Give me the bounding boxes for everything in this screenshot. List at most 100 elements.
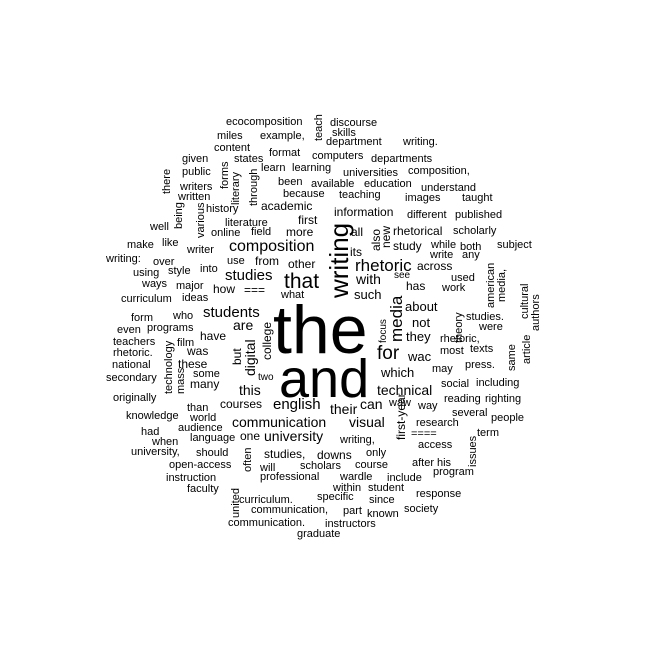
cloud-word: wac <box>407 349 432 364</box>
cloud-word: mass <box>175 367 187 394</box>
cloud-word: what <box>280 289 304 301</box>
cloud-word: also <box>369 229 383 251</box>
cloud-word: audience <box>178 422 223 434</box>
cloud-word: one <box>240 429 260 443</box>
cloud-word: curriculum <box>121 293 172 305</box>
cloud-word: written <box>177 191 210 203</box>
cloud-word: about <box>405 299 438 314</box>
cloud-word: can <box>360 396 383 412</box>
cloud-word: over <box>153 256 175 268</box>
cloud-word: the <box>273 292 368 368</box>
cloud-word: studies, <box>264 447 305 461</box>
cloud-word: was <box>186 344 208 358</box>
cloud-word: specific <box>317 491 354 503</box>
cloud-word: theory <box>453 312 465 343</box>
cloud-word: ==== <box>411 428 437 440</box>
cloud-word: writing <box>324 223 354 299</box>
cloud-word: has <box>406 279 425 293</box>
cloud-word: college <box>260 322 274 360</box>
cloud-word: people <box>491 412 524 424</box>
cloud-word: from <box>255 254 279 268</box>
cloud-word: wardle <box>339 471 372 483</box>
cloud-word: but <box>230 348 244 365</box>
cloud-word: graduate <box>297 528 340 540</box>
cloud-word: been <box>278 176 302 188</box>
cloud-word: using <box>133 267 159 279</box>
cloud-word: and <box>279 349 369 409</box>
cloud-word: research <box>416 417 459 429</box>
cloud-word: have <box>200 329 226 343</box>
cloud-word: access <box>418 439 453 451</box>
cloud-word: since <box>369 494 395 506</box>
cloud-word: format <box>269 147 300 159</box>
cloud-word: taught <box>462 192 493 204</box>
cloud-word: should <box>196 447 228 459</box>
cloud-word: this <box>239 382 261 398</box>
cloud-word: programs <box>147 322 194 334</box>
cloud-word: how <box>213 282 235 296</box>
cloud-word: their <box>330 401 358 417</box>
cloud-word: first <box>298 213 318 227</box>
cloud-word: new <box>379 226 393 248</box>
cloud-word: same <box>506 344 518 371</box>
cloud-word: see <box>394 270 411 281</box>
cloud-word: writing: <box>105 253 141 265</box>
cloud-word: its <box>350 245 362 259</box>
cloud-word: courses <box>220 397 262 411</box>
cloud-word: waw <box>388 397 411 409</box>
cloud-word: cultural <box>519 284 531 319</box>
cloud-word: righting <box>485 393 521 405</box>
cloud-word: information <box>334 205 393 219</box>
cloud-word: secondary <box>106 372 157 384</box>
cloud-word: scholarly <box>453 225 497 237</box>
cloud-word: first-year <box>394 393 408 440</box>
cloud-word: literary <box>230 171 242 205</box>
cloud-word: form <box>131 312 153 324</box>
cloud-word: downs <box>317 448 352 462</box>
cloud-word: like <box>162 237 179 249</box>
cloud-word: rhetoric, <box>440 333 480 345</box>
cloud-word: department <box>326 136 382 148</box>
cloud-word: major <box>176 280 204 292</box>
cloud-word: professional <box>260 471 319 483</box>
cloud-word: communication. <box>228 517 305 529</box>
cloud-word: available <box>311 178 354 190</box>
cloud-word: history <box>206 203 239 215</box>
cloud-word: composition <box>229 238 314 255</box>
cloud-word: some <box>193 368 220 380</box>
cloud-word: united <box>230 488 242 518</box>
cloud-word: media <box>387 295 406 342</box>
cloud-word: response <box>416 488 461 500</box>
cloud-word: reading <box>444 393 481 405</box>
cloud-word: issues <box>467 435 479 467</box>
cloud-word: across <box>417 259 452 273</box>
cloud-word: two <box>258 372 274 383</box>
cloud-word: university <box>264 428 323 444</box>
cloud-word: style <box>168 265 191 277</box>
cloud-word: rhetoric <box>355 256 412 275</box>
cloud-word: who <box>172 310 193 322</box>
cloud-word: study <box>393 239 422 253</box>
cloud-word: various <box>195 202 207 238</box>
cloud-word: there <box>161 169 173 194</box>
cloud-word: other <box>288 257 315 271</box>
cloud-word: known <box>367 508 399 520</box>
cloud-word: article <box>521 335 533 364</box>
cloud-word: digital <box>242 339 258 376</box>
cloud-word: both <box>460 241 481 253</box>
cloud-word: social <box>441 378 469 390</box>
cloud-word: universities <box>343 167 399 179</box>
cloud-word: rhetorical <box>393 224 442 238</box>
cloud-word: published <box>455 209 502 221</box>
cloud-word: these <box>178 357 208 371</box>
cloud-word: === <box>244 283 265 297</box>
cloud-word: such <box>354 287 381 302</box>
cloud-word: knowledge <box>126 410 179 422</box>
cloud-word: not <box>412 315 430 330</box>
cloud-word: writing, <box>339 434 375 446</box>
cloud-word: rhetoric. <box>113 347 153 359</box>
cloud-word: his <box>437 457 452 469</box>
cloud-word: english <box>273 396 321 413</box>
cloud-word: film <box>177 337 194 349</box>
cloud-word: will <box>259 462 275 474</box>
